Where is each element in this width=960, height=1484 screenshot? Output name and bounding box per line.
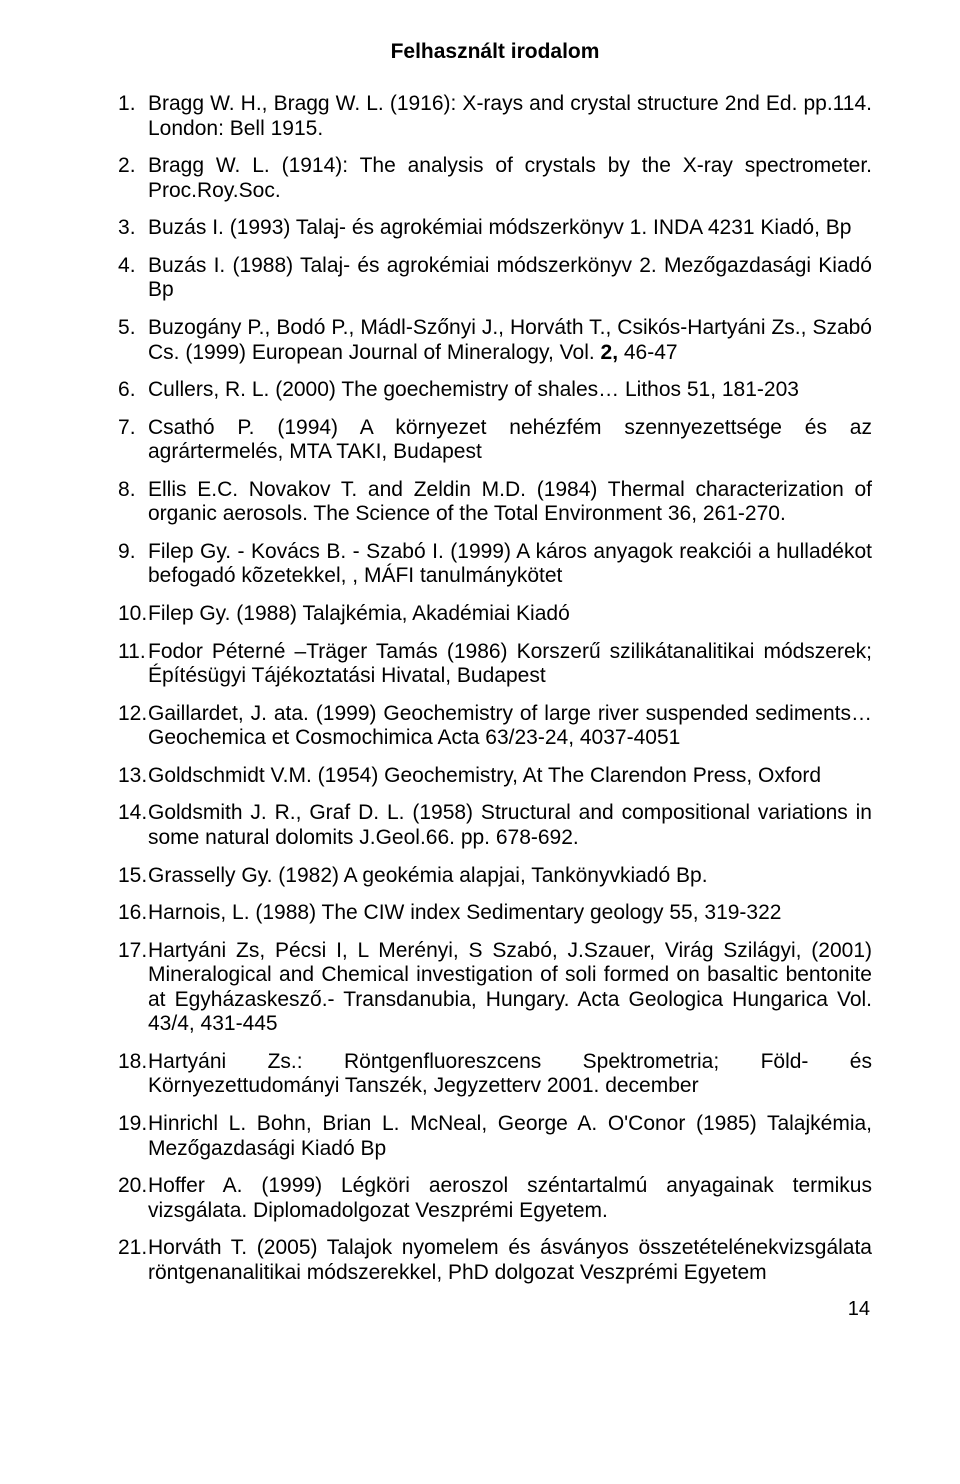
reference-text: Hinrichl L. Bohn, Brian L. McNeal, Georg… (148, 1112, 872, 1160)
reference-text: Filep Gy. (1988) Talajkémia, Akadémiai K… (148, 602, 570, 625)
reference-item: Hoffer A. (1999) Légköri aeroszol szénta… (118, 1174, 872, 1223)
reference-text: Ellis E.C. Novakov T. and Zeldin M.D. (1… (148, 478, 872, 526)
reference-text: Harnois, L. (1988) The CIW index Sedimen… (148, 901, 781, 924)
reference-item: Hartyáni Zs, Pécsi I, L Merényi, S Szabó… (118, 939, 872, 1037)
reference-item: Buzás I. (1993) Talaj- és agrokémiai mód… (118, 216, 872, 241)
reference-list: Bragg W. H., Bragg W. L. (1916): X-rays … (118, 92, 872, 1285)
reference-text: Goldsmith J. R., Graf D. L. (1958) Struc… (148, 801, 872, 849)
reference-item: Buzás I. (1988) Talaj- és agrokémiai mód… (118, 254, 872, 303)
reference-text: 46-47 (618, 341, 678, 364)
reference-text: Horváth T. (2005) Talajok nyomelem és ás… (148, 1236, 872, 1284)
reference-text: Cullers, R. L. (2000) The goechemistry o… (148, 378, 799, 401)
reference-text: Gaillardet, J. ata. (1999) Geochemistry … (148, 702, 872, 750)
reference-item: Goldsmith J. R., Graf D. L. (1958) Struc… (118, 801, 872, 850)
reference-item: Filep Gy. - Kovács B. - Szabó I. (1999) … (118, 540, 872, 589)
reference-text: Filep Gy. - Kovács B. - Szabó I. (1999) … (148, 540, 872, 588)
reference-text: Buzás I. (1988) Talaj- és agrokémiai mód… (148, 254, 872, 302)
reference-item: Buzogány P., Bodó P., Mádl-Szőnyi J., Ho… (118, 316, 872, 365)
reference-item: Harnois, L. (1988) The CIW index Sedimen… (118, 901, 872, 926)
reference-item: Gaillardet, J. ata. (1999) Geochemistry … (118, 702, 872, 751)
page-title: Felhasznált irodalom (118, 40, 872, 64)
reference-item: Bragg W. L. (1914): The analysis of crys… (118, 154, 872, 203)
reference-text: Grasselly Gy. (1982) A geokémia alapjai,… (148, 864, 708, 887)
reference-text: Hartyáni Zs, Pécsi I, L Merényi, S Szabó… (148, 939, 872, 1036)
reference-text: Hartyáni Zs.: Röntgenfluoreszcens Spektr… (148, 1050, 872, 1098)
reference-item: Hinrichl L. Bohn, Brian L. McNeal, Georg… (118, 1112, 872, 1161)
reference-text: Bragg W. L. (1914): The analysis of crys… (148, 154, 872, 202)
reference-item: Horváth T. (2005) Talajok nyomelem és ás… (118, 1236, 872, 1285)
reference-text: Csathó P. (1994) A környezet nehézfém sz… (148, 416, 872, 464)
reference-text: Hoffer A. (1999) Légköri aeroszol szénta… (148, 1174, 872, 1222)
reference-item: Goldschmidt V.M. (1954) Geochemistry, At… (118, 764, 872, 789)
reference-item: Grasselly Gy. (1982) A geokémia alapjai,… (118, 864, 872, 889)
reference-item: Filep Gy. (1988) Talajkémia, Akadémiai K… (118, 602, 872, 627)
reference-bold: 2, (601, 341, 619, 364)
reference-item: Cullers, R. L. (2000) The goechemistry o… (118, 378, 872, 403)
reference-text: Buzás I. (1993) Talaj- és agrokémiai mód… (148, 216, 851, 239)
reference-item: Ellis E.C. Novakov T. and Zeldin M.D. (1… (118, 478, 872, 527)
reference-item: Csathó P. (1994) A környezet nehézfém sz… (118, 416, 872, 465)
reference-item: Hartyáni Zs.: Röntgenfluoreszcens Spektr… (118, 1050, 872, 1099)
reference-text: Buzogány P., Bodó P., Mádl-Szőnyi J., Ho… (148, 316, 872, 364)
reference-text: Bragg W. H., Bragg W. L. (1916): X-rays … (148, 92, 872, 140)
reference-text: Fodor Péterné –Träger Tamás (1986) Korsz… (148, 640, 872, 688)
reference-text: Goldschmidt V.M. (1954) Geochemistry, At… (148, 764, 821, 787)
page-number: 14 (118, 1298, 872, 1321)
page-container: Felhasznált irodalom Bragg W. H., Bragg … (0, 0, 960, 1351)
reference-item: Fodor Péterné –Träger Tamás (1986) Korsz… (118, 640, 872, 689)
reference-item: Bragg W. H., Bragg W. L. (1916): X-rays … (118, 92, 872, 141)
